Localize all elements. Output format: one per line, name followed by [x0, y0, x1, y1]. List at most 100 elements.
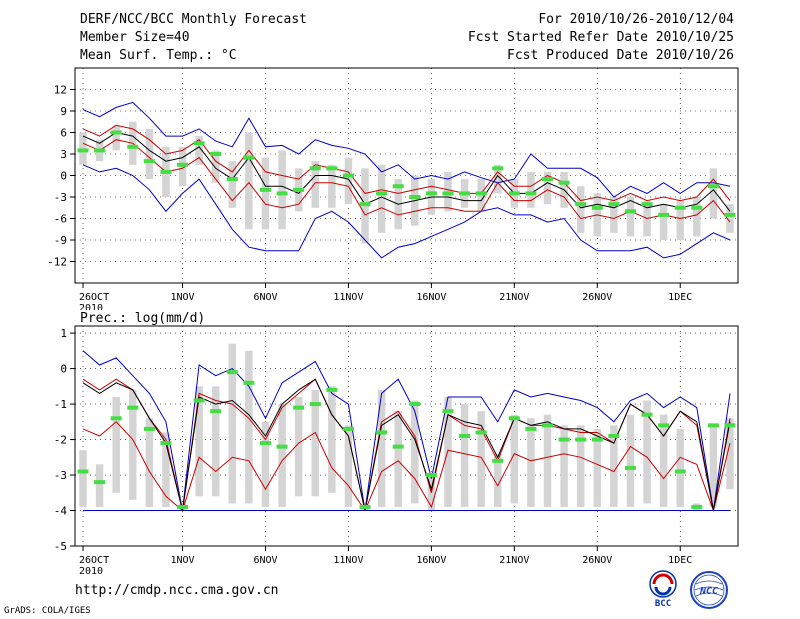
grads-credit: GrADS: COLA/IGES — [4, 606, 91, 616]
prec-box — [311, 389, 319, 497]
temp-median-mark — [674, 205, 686, 210]
prec-ytick-label: -5 — [54, 540, 67, 553]
prec-box — [377, 389, 386, 507]
temp-box — [543, 171, 552, 205]
temp-median-mark — [409, 195, 421, 199]
prec-xtick-label: 6NOV — [253, 555, 277, 566]
temp-median-mark — [691, 205, 703, 210]
prec-box — [344, 425, 353, 507]
forecast-produced-label: Fcst Produced Date 2010/10/26 — [507, 48, 734, 63]
prec-box — [527, 418, 535, 507]
temp-xtick-year: 2010 — [79, 303, 103, 310]
temp-median-mark — [110, 130, 122, 135]
prec-ytick-label: -1 — [54, 398, 67, 411]
temp-box — [112, 125, 120, 151]
bcc-logo-text: BCC — [655, 599, 671, 608]
prec-box — [162, 432, 170, 507]
temp-box — [145, 128, 154, 180]
temp-box — [245, 132, 253, 230]
prec-median-mark — [558, 437, 570, 442]
temp-ytick-label: 6 — [60, 127, 67, 140]
variable-label: Mean Surf. Temp.: °C — [80, 48, 237, 63]
temp-ytick-label: 9 — [60, 105, 67, 118]
temp-box — [626, 197, 635, 237]
temp-box — [195, 136, 203, 165]
prec-median-mark — [342, 426, 354, 431]
prec-median-mark — [177, 504, 189, 509]
prec-box — [610, 425, 618, 507]
prec-median-mark — [94, 480, 106, 485]
temp-box — [494, 164, 502, 194]
prec-median-mark — [542, 423, 554, 428]
prec-median-mark — [409, 402, 421, 407]
temp-median-mark — [177, 162, 189, 167]
temp-ytick-label: -9 — [54, 234, 67, 247]
prec-median-mark — [475, 430, 487, 435]
prec-box — [726, 418, 734, 490]
temp-box — [278, 150, 286, 230]
prec-median-mark — [259, 441, 271, 446]
temp-median-mark — [492, 166, 504, 171]
prec-median-mark — [724, 423, 736, 428]
temperature-chart: -12 -9 -6 -3 0 3 6 9 12 26OCT 1NOV 6NOV 11NOV 16NOV 21… — [47, 67, 739, 310]
prec-box — [79, 450, 87, 507]
prec-median-mark — [707, 423, 719, 428]
prec-box — [576, 425, 585, 507]
precipitation-chart: -5 -4 -3 -2 -1 0 1 26OCT 1NOV 6NOV 11NOV 16NOV 21NOV… — [54, 325, 739, 577]
prec-median-mark — [110, 416, 122, 421]
temp-ytick-label: -6 — [54, 213, 67, 226]
prec-ytick-label: -2 — [54, 434, 67, 447]
prec-box — [709, 425, 718, 507]
temp-ytick-label: 3 — [60, 148, 67, 161]
temp-median-mark — [376, 191, 388, 196]
prec-median-mark — [591, 437, 603, 442]
prec-box — [411, 400, 419, 504]
prec-median-mark — [210, 409, 222, 414]
prec-median-mark — [392, 444, 404, 449]
prec-xtick-label: 11NOV — [333, 555, 363, 566]
prec-ytick-label: 0 — [60, 363, 67, 376]
prec-median-mark — [143, 426, 155, 431]
temp-xtick-label: 11NOV — [333, 292, 363, 303]
temp-median-mark — [508, 191, 520, 196]
temp-median-mark — [326, 166, 338, 171]
prec-box — [129, 389, 137, 500]
prec-median-mark — [359, 504, 371, 509]
temp-median-mark — [442, 191, 454, 196]
prec-median-mark — [127, 405, 139, 410]
temp-median-mark — [77, 148, 89, 153]
prec-box — [278, 404, 286, 507]
prec-median-mark — [77, 469, 89, 474]
prec-box — [112, 396, 120, 493]
prec-box — [676, 428, 684, 507]
temp-median-mark — [459, 191, 471, 196]
prec-box — [477, 411, 485, 507]
temp-median-mark — [342, 173, 354, 178]
prec-median-mark — [243, 380, 255, 385]
prec-median-mark — [160, 441, 172, 446]
temp-median-mark — [542, 177, 554, 182]
prec-lower-line — [82, 421, 731, 513]
prec-box — [394, 411, 402, 507]
prec-xtick-label: 26NOV — [582, 555, 612, 566]
prec-median-mark — [226, 370, 238, 375]
temp-median-mark — [127, 144, 139, 149]
temp-median-mark — [210, 152, 222, 156]
prec-xtick-label: 1DEC — [668, 555, 692, 566]
temp-ytick-label: 0 — [60, 170, 67, 183]
source-url[interactable]: http://cmdp.ncc.cma.gov.cn — [75, 583, 279, 598]
prec-median-mark — [674, 469, 686, 474]
temp-median-mark — [475, 191, 487, 196]
prec-box — [228, 343, 237, 504]
prec-xtick-label: 26OCT — [79, 555, 109, 566]
temp-lower-line — [82, 139, 731, 223]
temp-ytick-label: -3 — [54, 191, 67, 204]
temp-median-mark — [276, 191, 288, 196]
prec-box — [211, 386, 220, 497]
forecast-start-label: Fcst Started Refer Date 2010/10/25 — [467, 30, 734, 45]
temp-min-line — [82, 164, 731, 259]
temp-median-mark — [575, 202, 587, 207]
prec-box — [543, 414, 552, 507]
prec-plot-frame — [74, 325, 739, 547]
temp-median-mark — [226, 177, 238, 182]
